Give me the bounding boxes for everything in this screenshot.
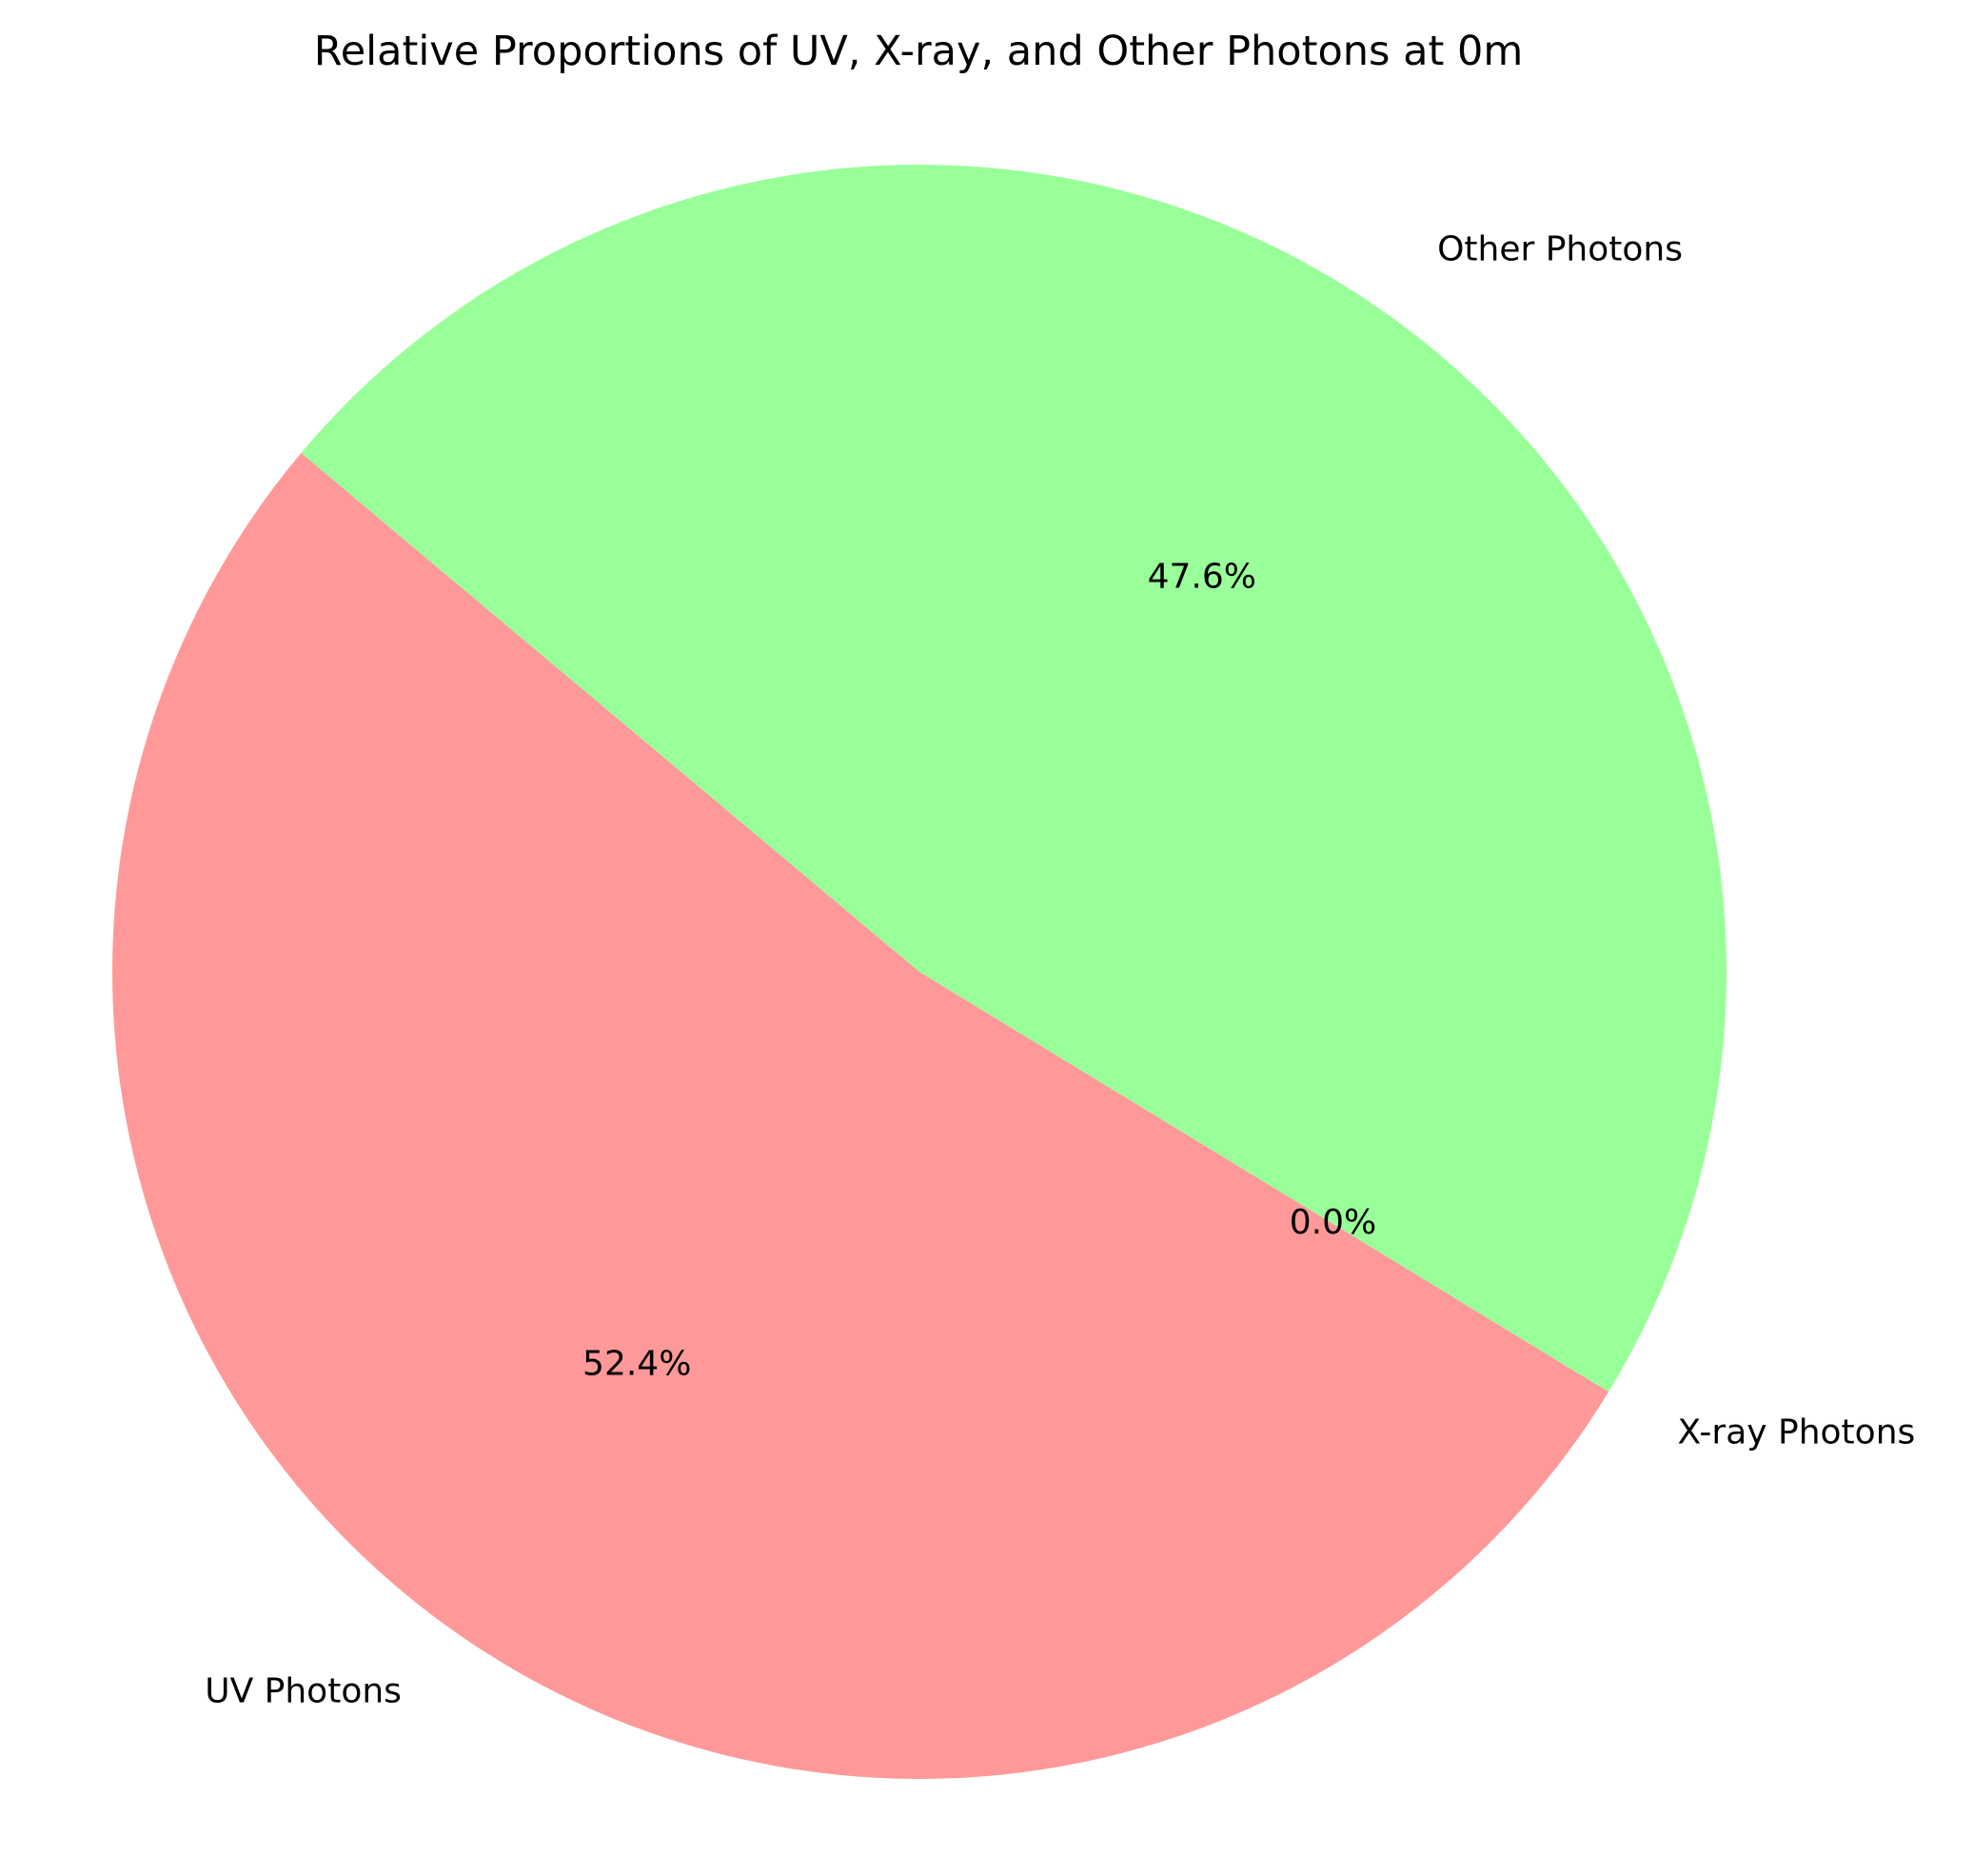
pie-slice-uv-photons — [112, 452, 1609, 1779]
slice-label-other-photons: Other Photons — [1437, 229, 1683, 268]
slice-label-uv-photons: UV Photons — [205, 1672, 402, 1711]
slice-percent-uv-photons: 52.4% — [582, 1344, 691, 1383]
slice-percent-other-photons: 47.6% — [1148, 558, 1256, 597]
slice-percent-x-ray-photons: 0.0% — [1290, 1203, 1376, 1242]
pie-labels: UV Photons 52.4% X-ray Photons 0.0% Other Ph… — [205, 229, 1915, 1710]
chart-title: Relative Proportions of UV, X-ray, and O… — [314, 28, 1523, 75]
pie-slices — [112, 164, 1727, 1779]
slice-label-x-ray-photons: X-ray Photons — [1678, 1412, 1916, 1451]
pie-slice-other-photons — [301, 164, 1727, 1392]
